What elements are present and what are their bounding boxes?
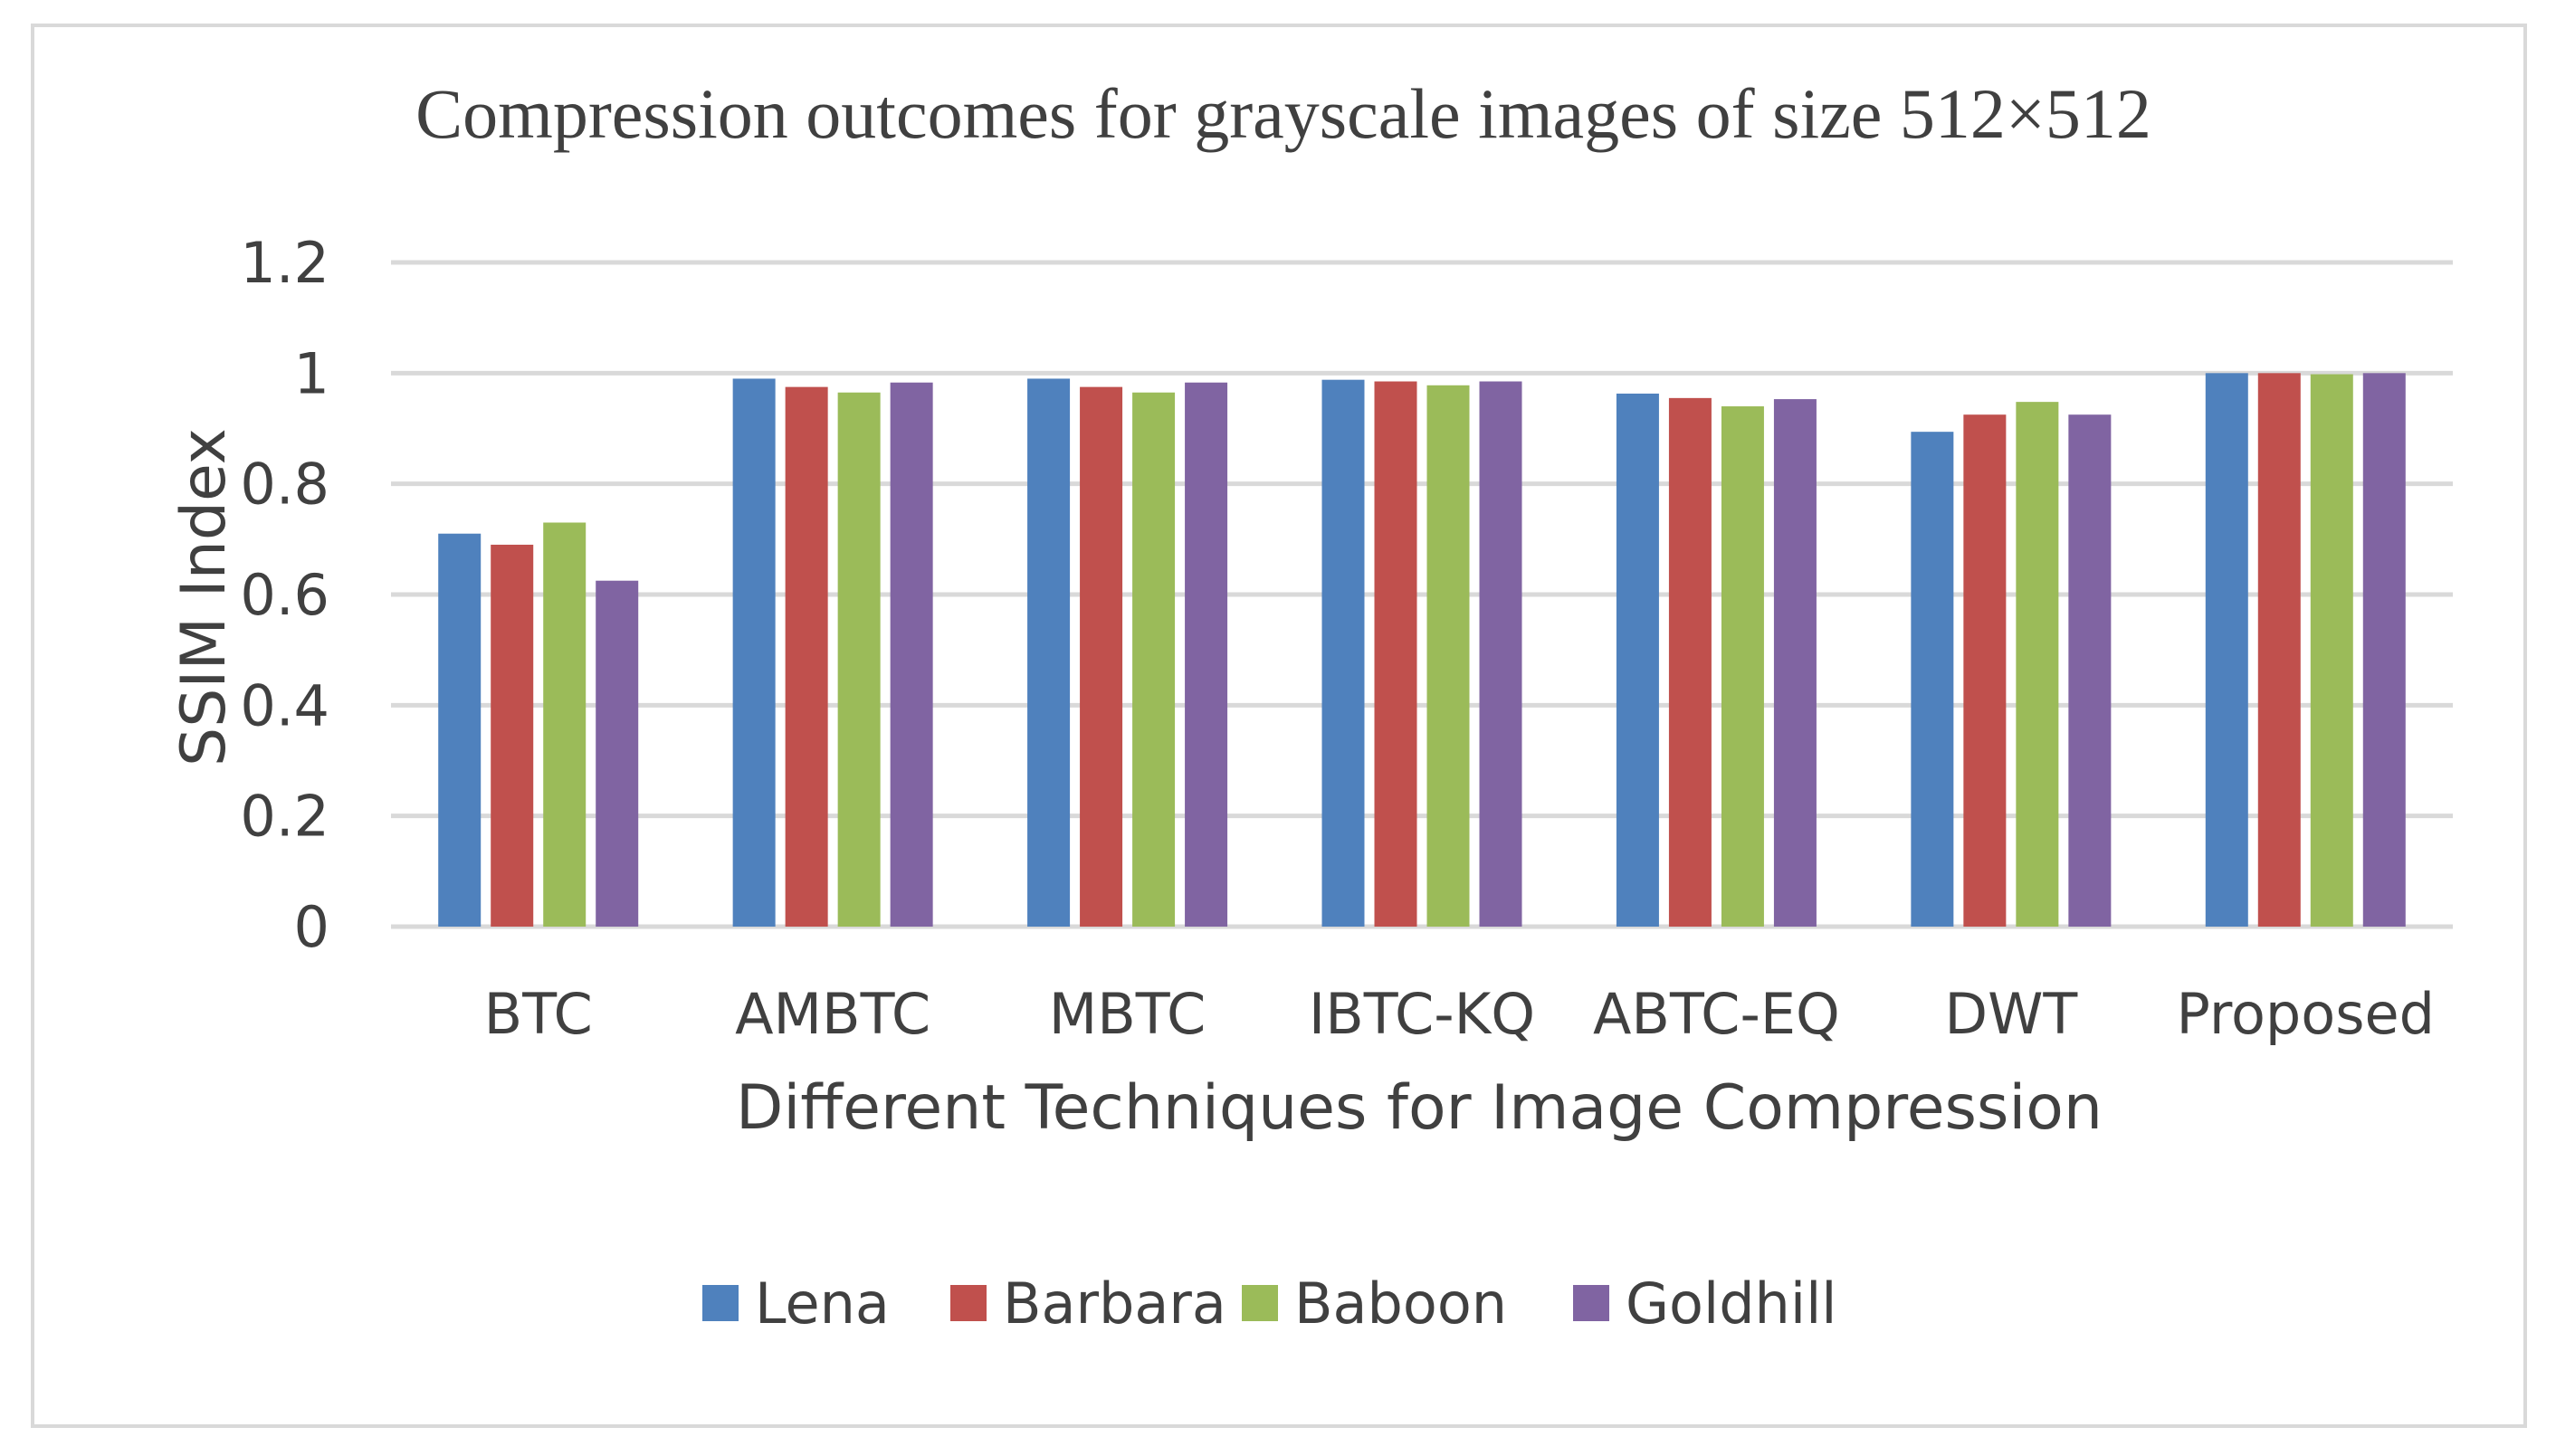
bar-lena <box>438 533 482 927</box>
x-tick-label: IBTC-KQ <box>1309 981 1535 1047</box>
bar-barbara <box>785 386 828 927</box>
y-axis-title: SSIM Index <box>168 428 240 766</box>
x-tick-label: MBTC <box>1049 981 1206 1047</box>
y-tick-label: 1 <box>294 340 329 406</box>
legend-swatch-goldhill <box>1573 1285 1609 1321</box>
bar-baboon <box>543 522 587 927</box>
bar-lena <box>1616 393 1659 928</box>
bar-baboon <box>2310 374 2353 928</box>
bar-barbara <box>1080 386 1123 927</box>
bar-goldhill <box>2362 373 2406 927</box>
x-tick-label: BTC <box>484 981 593 1047</box>
bar-barbara <box>2257 373 2301 927</box>
bar-goldhill <box>1773 399 1817 927</box>
y-tick-label: 1.2 <box>240 230 329 296</box>
y-axis-ticks: 0 0.2 0.4 0.6 0.8 1 1.2 <box>240 230 329 960</box>
bar-lena <box>732 378 776 927</box>
bar-baboon <box>1426 385 1470 927</box>
bar-baboon <box>837 392 881 927</box>
legend-label-barbara: Barbara <box>1003 1270 1226 1337</box>
legend-swatch-barbara <box>950 1285 987 1321</box>
legend-swatch-lena <box>702 1285 739 1321</box>
legend-label-lena: Lena <box>755 1270 890 1337</box>
x-tick-label: ABTC-EQ <box>1593 981 1840 1047</box>
bar-barbara <box>1668 397 1712 927</box>
gridlines <box>391 260 2453 929</box>
legend: Lena Barbara Baboon Goldhill <box>702 1270 1837 1337</box>
bar-goldhill <box>2068 414 2112 927</box>
x-tick-label: Proposed <box>2177 981 2435 1047</box>
y-tick-label: 0 <box>294 894 329 960</box>
y-tick-label: 0.4 <box>240 672 329 738</box>
x-axis-title: Different Techniques for Image Compressi… <box>736 1072 2103 1144</box>
legend-swatch-baboon <box>1242 1285 1278 1321</box>
chart-title: Compression outcomes for grayscale image… <box>415 74 2151 153</box>
bar-goldhill <box>890 382 933 927</box>
bar-barbara <box>491 544 534 927</box>
chart-frame: Compression outcomes for grayscale image… <box>31 24 2527 1428</box>
y-tick-label: 0.8 <box>240 452 329 518</box>
bar-goldhill <box>596 580 639 927</box>
x-tick-label: AMBTC <box>735 981 930 1047</box>
bars <box>438 373 2406 928</box>
bar-barbara <box>1374 381 1417 928</box>
legend-label-goldhill: Goldhill <box>1626 1270 1837 1337</box>
bar-lena <box>2205 373 2248 927</box>
y-tick-label: 0.2 <box>240 784 329 850</box>
bar-lena <box>1911 432 1954 927</box>
bar-baboon <box>2016 402 2059 927</box>
y-tick-label: 0.6 <box>240 562 329 628</box>
bar-chart: Compression outcomes for grayscale image… <box>168 74 2453 1337</box>
bar-lena <box>1027 378 1071 927</box>
legend-label-baboon: Baboon <box>1294 1270 1507 1337</box>
bar-goldhill <box>1185 382 1228 927</box>
bar-baboon <box>1132 392 1176 927</box>
bar-baboon <box>1721 406 1764 927</box>
bar-barbara <box>1963 414 2007 927</box>
bar-goldhill <box>1479 381 1522 928</box>
bar-lena <box>1321 379 1365 927</box>
x-axis-ticks: BTC AMBTC MBTC IBTC-KQ ABTC-EQ DWT Proposed <box>484 981 2435 1047</box>
x-tick-label: DWT <box>1944 981 2078 1047</box>
